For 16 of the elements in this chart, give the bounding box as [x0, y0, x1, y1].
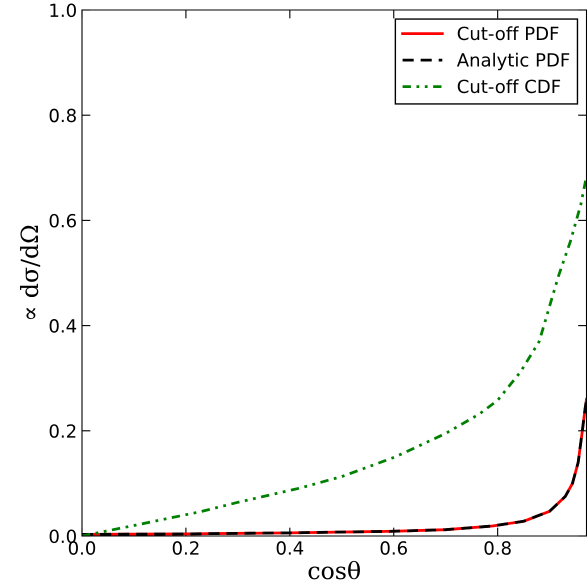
x-tick-label: 0.8 — [484, 541, 511, 555]
legend-label: Cut-off CDF — [458, 79, 560, 94]
y-tick-label: 0.6 — [50, 214, 76, 228]
legend-label: Cut-off PDF — [458, 26, 558, 40]
y-axis-title: ∝ dσ/dΩ — [20, 226, 40, 320]
x-tick-label: 0.4 — [276, 541, 304, 555]
x-tick-label: 0.6 — [380, 541, 407, 555]
y-tick-label: 1.0 — [50, 3, 76, 18]
y-tick-label: 0.0 — [50, 529, 76, 544]
x-tick-label: 0.0 — [68, 541, 96, 555]
x-tick-label: 0.2 — [172, 541, 198, 555]
y-tick-label: 0.8 — [50, 108, 76, 122]
x-axis-title: cosθ — [308, 560, 360, 580]
y-tick-label: 0.4 — [50, 319, 76, 333]
legend-label: Analytic PDF — [456, 52, 570, 70]
y-tick-label: 0.2 — [50, 424, 76, 438]
